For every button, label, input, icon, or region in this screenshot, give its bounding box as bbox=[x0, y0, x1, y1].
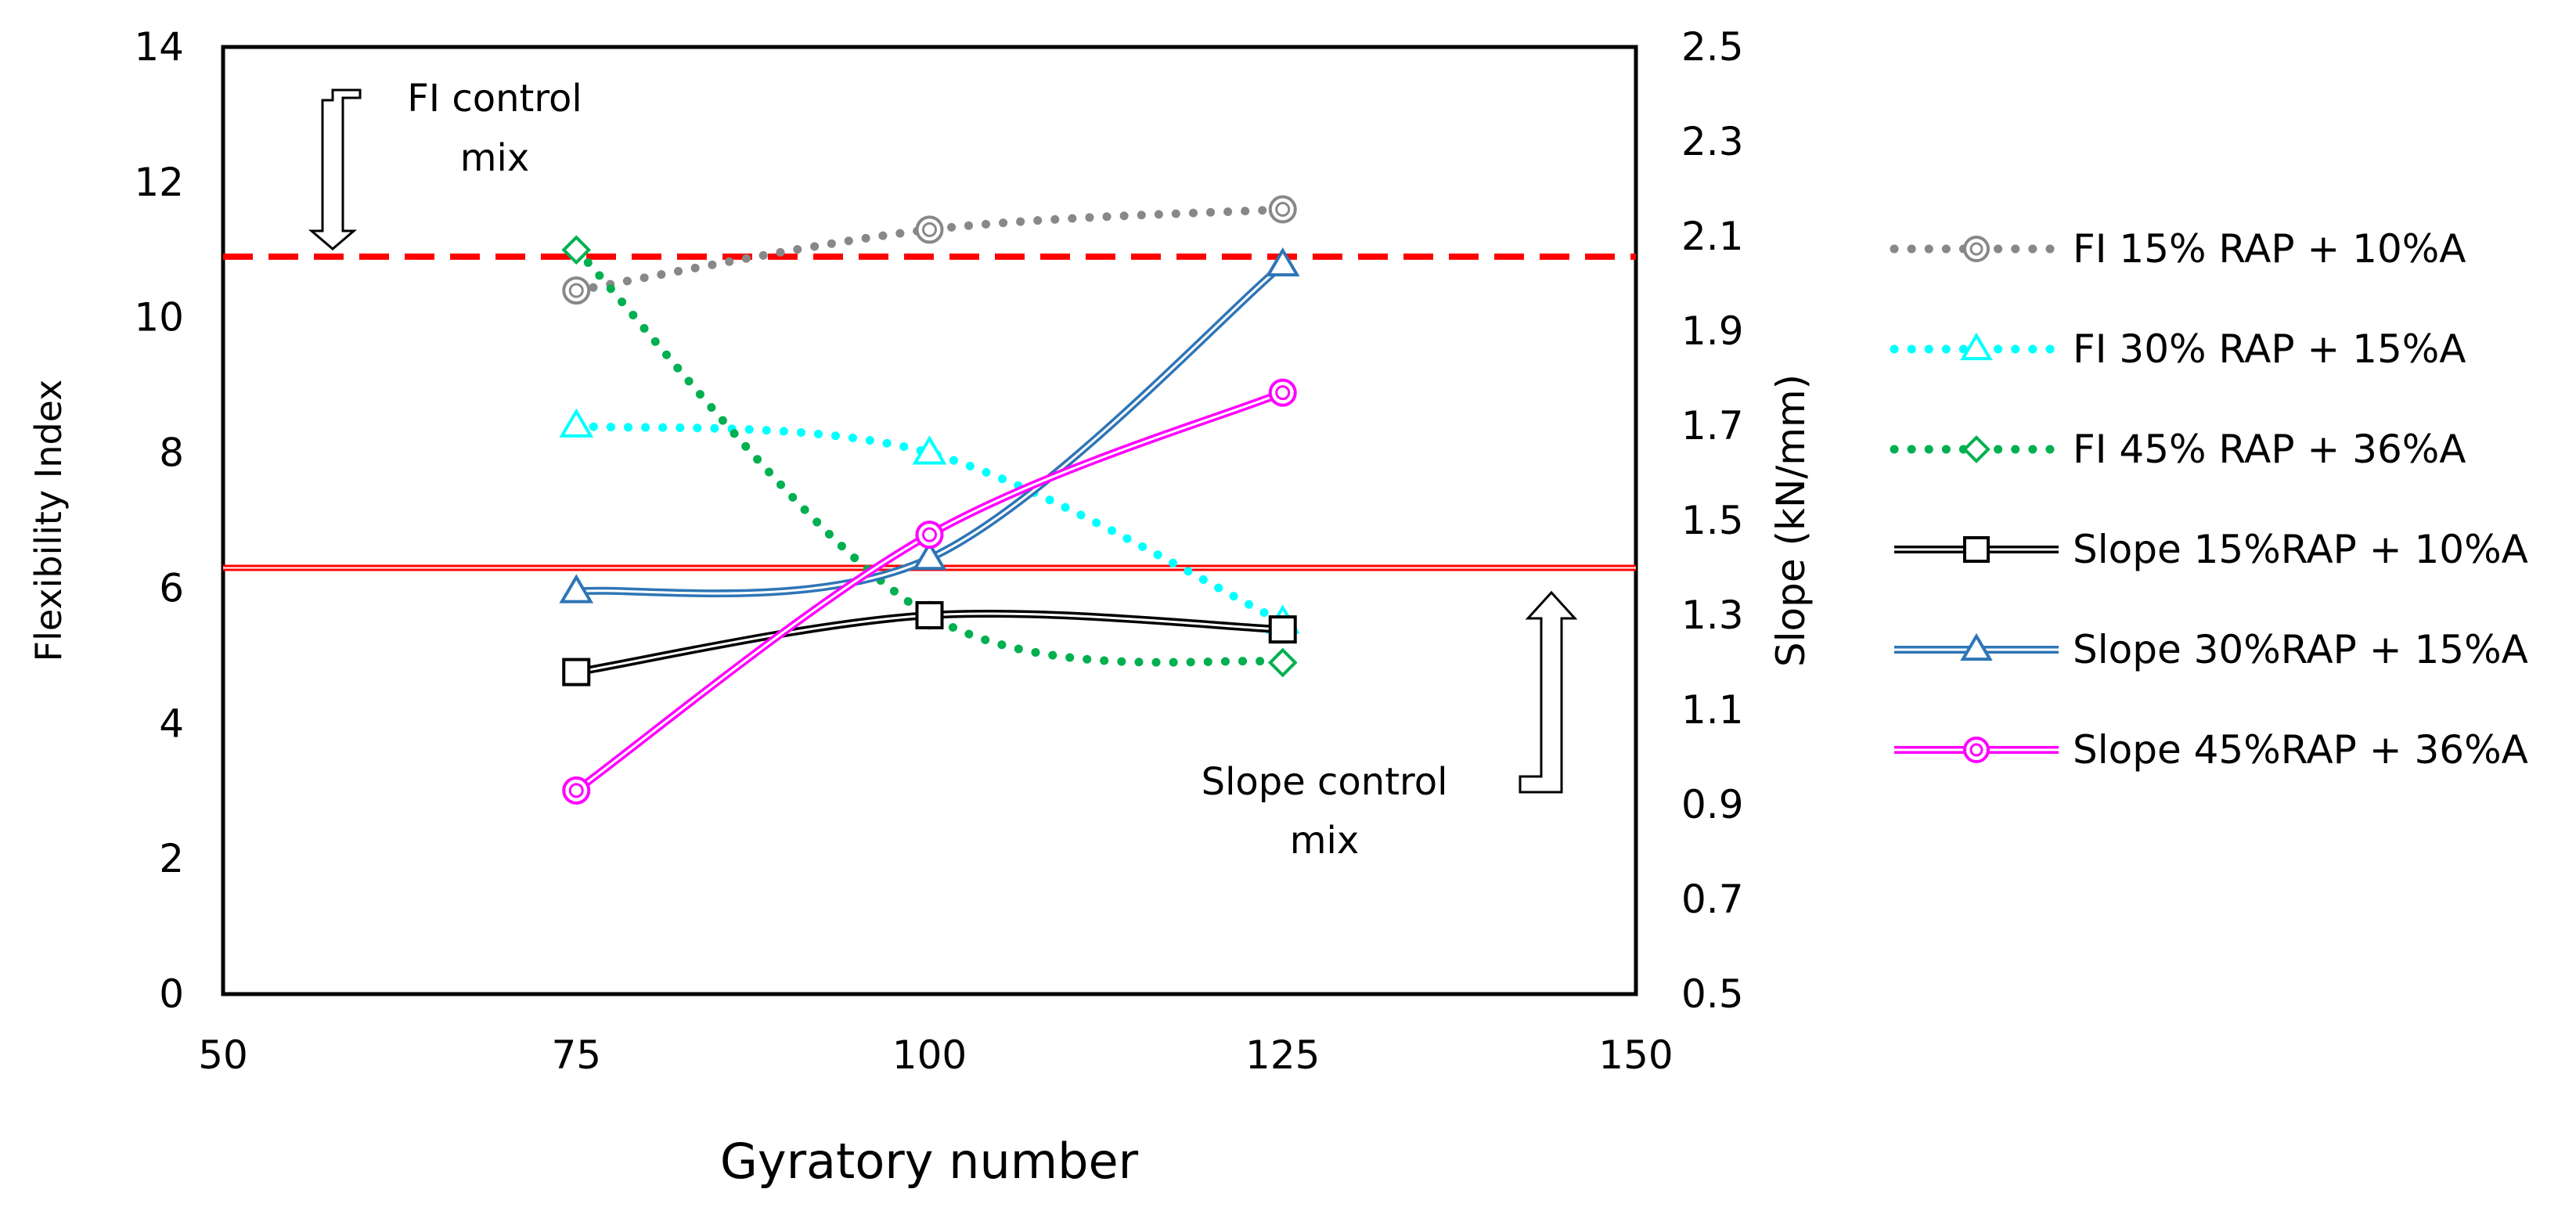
data-point-inner bbox=[1275, 201, 1291, 217]
legend-item: FI 45% RAP + 36%A bbox=[1890, 427, 2466, 472]
data-point-triangle bbox=[1960, 632, 1993, 661]
legend-item: FI 30% RAP + 15%A bbox=[1890, 326, 2466, 372]
legend-label: FI 45% RAP + 36%A bbox=[2073, 427, 2466, 472]
data-point-inner bbox=[922, 222, 937, 237]
y-right-tick-label: 2.1 bbox=[1681, 214, 1744, 259]
y-left-tick-label: 2 bbox=[159, 836, 184, 881]
y-right-tick-label: 0.5 bbox=[1681, 971, 1744, 1017]
data-point-triangle bbox=[912, 541, 947, 571]
x-axis-title: Gyratory number bbox=[720, 1133, 1139, 1190]
fi-control-annotation: FI control mix bbox=[308, 77, 582, 250]
data-point-triangle bbox=[912, 435, 947, 465]
data-point-square bbox=[915, 601, 944, 629]
y-right-tick-label: 1.7 bbox=[1681, 403, 1744, 449]
data-point-inner bbox=[1275, 385, 1291, 401]
x-tick-label: 50 bbox=[198, 1032, 248, 1078]
y-left-tick-label: 12 bbox=[134, 160, 184, 205]
y-right-tick-label: 2.3 bbox=[1681, 119, 1744, 164]
legend-marker-inner bbox=[1969, 743, 1983, 757]
down-arrow-icon bbox=[308, 88, 362, 250]
data-point-square bbox=[1963, 536, 1990, 563]
plot-area bbox=[221, 45, 1638, 996]
legend-item: Slope 15%RAP + 10%A bbox=[1894, 527, 2528, 572]
x-tick-label: 75 bbox=[551, 1032, 601, 1078]
y-right-tick-label: 0.7 bbox=[1681, 877, 1744, 922]
data-point-triangle bbox=[1960, 332, 1993, 361]
data-point-diamond bbox=[561, 235, 592, 265]
data-point-triangle bbox=[559, 408, 594, 438]
y-right-tick-label: 2.5 bbox=[1681, 24, 1744, 70]
y-right-tick-label: 0.9 bbox=[1681, 782, 1744, 827]
y-right-tick-label: 1.9 bbox=[1681, 308, 1744, 354]
slope-control-label-line1: Slope control bbox=[1202, 760, 1448, 804]
data-point-circle bbox=[915, 521, 944, 549]
series-line bbox=[571, 245, 1288, 667]
data-point-inner bbox=[568, 283, 584, 298]
y-right-tick-label: 1.5 bbox=[1681, 498, 1744, 543]
data-point-circle bbox=[1268, 195, 1297, 224]
legend-label: Slope 15%RAP + 10%A bbox=[2073, 527, 2528, 572]
y-left-tick-label: 10 bbox=[134, 295, 184, 340]
y-left-tick-label: 4 bbox=[159, 701, 184, 746]
legend: FI 15% RAP + 10%A FI 30% RAP + 15%A FI 45%… bbox=[1890, 226, 2528, 773]
legend-marker-inner bbox=[1969, 242, 1983, 256]
data-point-circle bbox=[915, 215, 944, 244]
data-point-circle bbox=[562, 776, 591, 805]
y-right-tick-label: 1.3 bbox=[1681, 593, 1744, 638]
data-point-diamond bbox=[1962, 435, 1991, 463]
fi-control-label-line1: FI control bbox=[407, 77, 582, 121]
data-point-triangle bbox=[559, 574, 594, 604]
x-tick-label: 100 bbox=[892, 1032, 967, 1078]
y-axis-left-title: Flexibility Index bbox=[27, 380, 70, 662]
slope-control-label-line2: mix bbox=[1290, 819, 1360, 863]
series-layer bbox=[559, 195, 1300, 805]
data-point-square bbox=[1268, 615, 1297, 644]
data-point-circle bbox=[1268, 378, 1297, 407]
data-point-circle bbox=[1963, 236, 1990, 262]
data-point-circle bbox=[562, 276, 591, 305]
data-point-inner bbox=[922, 527, 937, 542]
series-line bbox=[571, 204, 1288, 295]
legend-label: Slope 30%RAP + 15%A bbox=[2073, 627, 2528, 672]
data-point-inner bbox=[568, 783, 584, 798]
legend-item: FI 15% RAP + 10%A bbox=[1890, 226, 2466, 272]
y-left-tick-label: 14 bbox=[134, 24, 184, 70]
series-line bbox=[571, 421, 1288, 627]
up-arrow-icon bbox=[1519, 590, 1578, 794]
data-point-diamond bbox=[1267, 647, 1298, 678]
series-4 bbox=[562, 601, 1297, 686]
legend-item: Slope 30%RAP + 15%A bbox=[1894, 627, 2528, 672]
tick-labels: 50 75 100 125 150 0 2 4 6 8 10 12 14 0.5 0.7 0.9 1.1 1.3 1… bbox=[134, 24, 1743, 1078]
series-6 bbox=[562, 378, 1297, 805]
slope-control-annotation: Slope control mix bbox=[1202, 590, 1578, 863]
legend-label: Slope 45%RAP + 36%A bbox=[2073, 727, 2528, 773]
data-point-circle bbox=[1963, 737, 1990, 763]
x-tick-label: 125 bbox=[1245, 1032, 1320, 1078]
data-point-triangle bbox=[1265, 247, 1300, 277]
x-tick-label: 150 bbox=[1598, 1032, 1673, 1078]
y-left-tick-label: 6 bbox=[159, 565, 184, 611]
series-1 bbox=[562, 195, 1297, 305]
data-point-square bbox=[562, 658, 591, 686]
legend-label: FI 30% RAP + 15%A bbox=[2073, 326, 2466, 372]
y-axis-right-title: Slope (kN/mm) bbox=[1768, 374, 1814, 667]
legend-label: FI 15% RAP + 10%A bbox=[2073, 226, 2466, 272]
y-left-tick-label: 8 bbox=[159, 431, 184, 476]
series-5 bbox=[559, 247, 1300, 604]
y-right-tick-label: 1.1 bbox=[1681, 687, 1744, 733]
y-left-tick-label: 0 bbox=[159, 971, 184, 1017]
legend-item: Slope 45%RAP + 36%A bbox=[1894, 727, 2528, 773]
fi-control-label-line2: mix bbox=[460, 136, 530, 180]
